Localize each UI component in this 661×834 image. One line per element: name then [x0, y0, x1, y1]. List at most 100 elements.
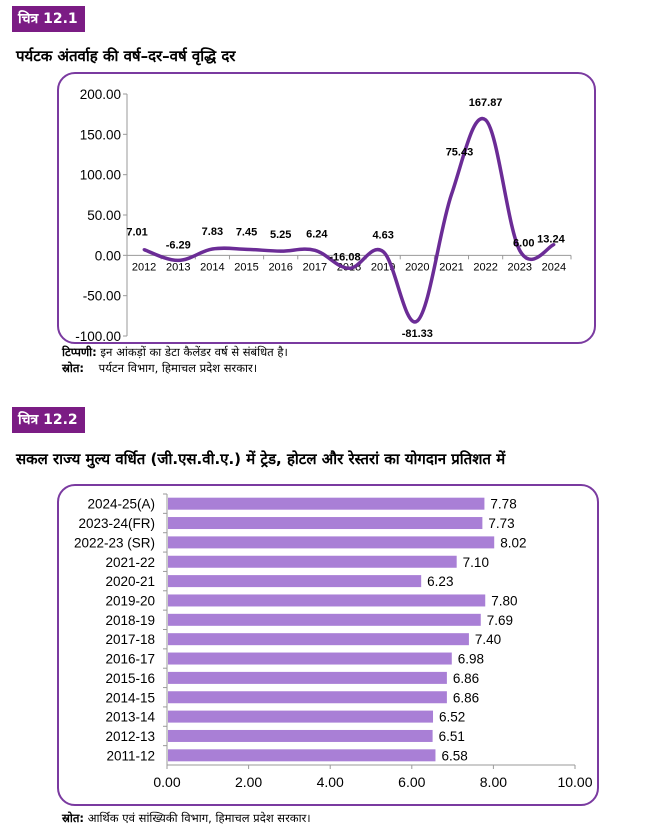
bar [168, 710, 434, 723]
y-tick-label: 50.00 [87, 208, 121, 223]
x-tick-label: 2.00 [235, 774, 262, 790]
x-tick-label: 2023 [508, 261, 532, 273]
y-tick-label: 150.00 [80, 127, 121, 142]
x-tick-label: 2022 [473, 261, 497, 273]
x-tick-label: 2014 [200, 261, 224, 273]
category-label: 2020-21 [105, 574, 155, 589]
data-point [347, 266, 351, 270]
data-label: 7.01 [126, 227, 147, 239]
x-tick-label: 2012 [132, 261, 156, 273]
growth-rate-line-chart: -100.00 -50.00 0.00 50.00 100.00 150.00 200.00… [75, 87, 572, 344]
category-label: 2021-22 [105, 555, 155, 570]
x-tick-label: 6.00 [398, 774, 425, 790]
x-tick-label: 10.00 [557, 774, 592, 790]
bar [168, 575, 422, 588]
category-label: 2017-18 [105, 632, 155, 647]
bar-value-label: 7.73 [488, 516, 514, 531]
growth-rate-series-line [143, 116, 555, 324]
source-text: पर्यटन विभाग, हिमाचल प्रदेश सरकार। [98, 361, 258, 375]
data-point [484, 118, 488, 122]
bar-value-label: 7.80 [491, 593, 517, 608]
x-tick-label: 2013 [166, 261, 190, 273]
data-point [381, 250, 385, 254]
category-label: 2022-23 (SR) [74, 535, 155, 550]
figure1-note: टिप्पणी: इन आंकड़ों का डेटा कैलेंडर वर्ष… [62, 344, 288, 360]
bar [168, 749, 436, 762]
x-tick-label: 0.00 [153, 774, 180, 790]
category-label: 2018-19 [105, 613, 155, 628]
data-label: 75.43 [446, 146, 474, 158]
bar [168, 729, 433, 742]
bar-value-label: 6.58 [441, 748, 467, 763]
note-text: इन आंकड़ों का डेटा कैलेंडर वर्ष से संबंध… [100, 345, 288, 359]
source-label: स्रोत: [62, 361, 85, 375]
figure2-notes: स्रोत: आर्थिक एवं सांख्यिकी विभाग, हिमाच… [62, 810, 311, 826]
data-label: 7.83 [202, 226, 223, 238]
bar-value-label: 6.23 [427, 574, 453, 589]
category-label: 2012-13 [105, 729, 155, 744]
bar-value-label: 7.69 [487, 613, 513, 628]
category-label: 2024-25(A) [87, 497, 155, 512]
bar [168, 497, 485, 510]
figure1-badge: चित्र 12.1 [12, 6, 85, 32]
x-tick-label: 2024 [542, 261, 566, 273]
category-label: 2015-16 [105, 671, 155, 686]
figure2-chart-panel: 0.00 2.00 4.00 6.00 8.00 10.00 2024-25(A) 7.78 2… [57, 484, 599, 806]
bar-value-label: 6.86 [453, 671, 479, 686]
x-tick-label: 2017 [303, 261, 327, 273]
bar [168, 536, 495, 549]
data-label: 6.24 [306, 228, 328, 240]
x-tick-label: 2015 [234, 261, 258, 273]
figure1-chart-panel: -100.00 -50.00 0.00 50.00 100.00 150.00 200.00… [57, 72, 596, 344]
bar [168, 517, 483, 530]
y-tick-label: 200.00 [80, 87, 121, 102]
figure2-source: स्रोत: आर्थिक एवं सांख्यिकी विभाग, हिमाच… [62, 810, 311, 826]
data-label: 167.87 [469, 97, 503, 109]
figure2-badge: चित्र 12.2 [12, 407, 85, 433]
bar [168, 691, 447, 704]
y-tick-label: 100.00 [80, 168, 121, 183]
figure1-notes: टिप्पणी: इन आंकड़ों का डेटा कैलेंडर वर्ष… [62, 344, 288, 376]
bar-value-label: 7.10 [463, 555, 489, 570]
data-label: 5.25 [270, 229, 291, 241]
bar [168, 652, 452, 665]
bar-value-label: 6.86 [453, 690, 479, 705]
x-tick-label: 2020 [405, 261, 429, 273]
data-point [449, 192, 453, 196]
x-tick-label: 2016 [268, 261, 292, 273]
data-point [518, 248, 522, 252]
bar [168, 613, 481, 626]
data-label: 6.00 [513, 237, 534, 249]
data-point [210, 247, 214, 251]
data-point [176, 258, 180, 262]
bar-value-label: 6.51 [439, 729, 465, 744]
category-label: 2023-24(FR) [78, 516, 155, 531]
bar-value-label: 8.02 [500, 535, 526, 550]
trade-hotel-share-bar-chart: 0.00 2.00 4.00 6.00 8.00 10.00 2024-25(A) 7.78 2… [74, 493, 593, 790]
data-label: -6.29 [166, 239, 191, 251]
data-point [279, 249, 283, 253]
data-label: 7.45 [236, 226, 257, 238]
note-label: टिप्पणी: [62, 345, 97, 359]
y-tick-label: 0.00 [95, 248, 121, 263]
source-label: स्रोत: [62, 811, 85, 825]
data-label: 4.63 [372, 230, 393, 242]
category-label: 2013-14 [105, 710, 155, 725]
bar-value-label: 7.78 [490, 497, 516, 512]
category-label: 2019-20 [105, 593, 155, 608]
bar [168, 555, 457, 568]
bar [168, 594, 486, 607]
figure1-source: स्रोत: पर्यटन विभाग, हिमाचल प्रदेश सरकार… [62, 360, 288, 376]
x-tick-label: 2021 [439, 261, 463, 273]
category-label: 2014-15 [105, 690, 155, 705]
y-tick-label: -50.00 [83, 289, 121, 304]
source-text: आर्थिक एवं सांख्यिकी विभाग, हिमाचल प्रदे… [87, 811, 311, 825]
data-label: -81.33 [402, 328, 433, 340]
figure1-title: पर्यटक अंतर्वाह की वर्ष–दर–वर्ष वृद्धि द… [16, 47, 236, 65]
category-label: 2011-12 [106, 748, 155, 763]
bar [168, 671, 447, 684]
data-point [245, 247, 249, 251]
bar-value-label: 6.52 [439, 710, 465, 725]
data-point [552, 243, 556, 247]
data-label: 13.24 [537, 234, 565, 246]
